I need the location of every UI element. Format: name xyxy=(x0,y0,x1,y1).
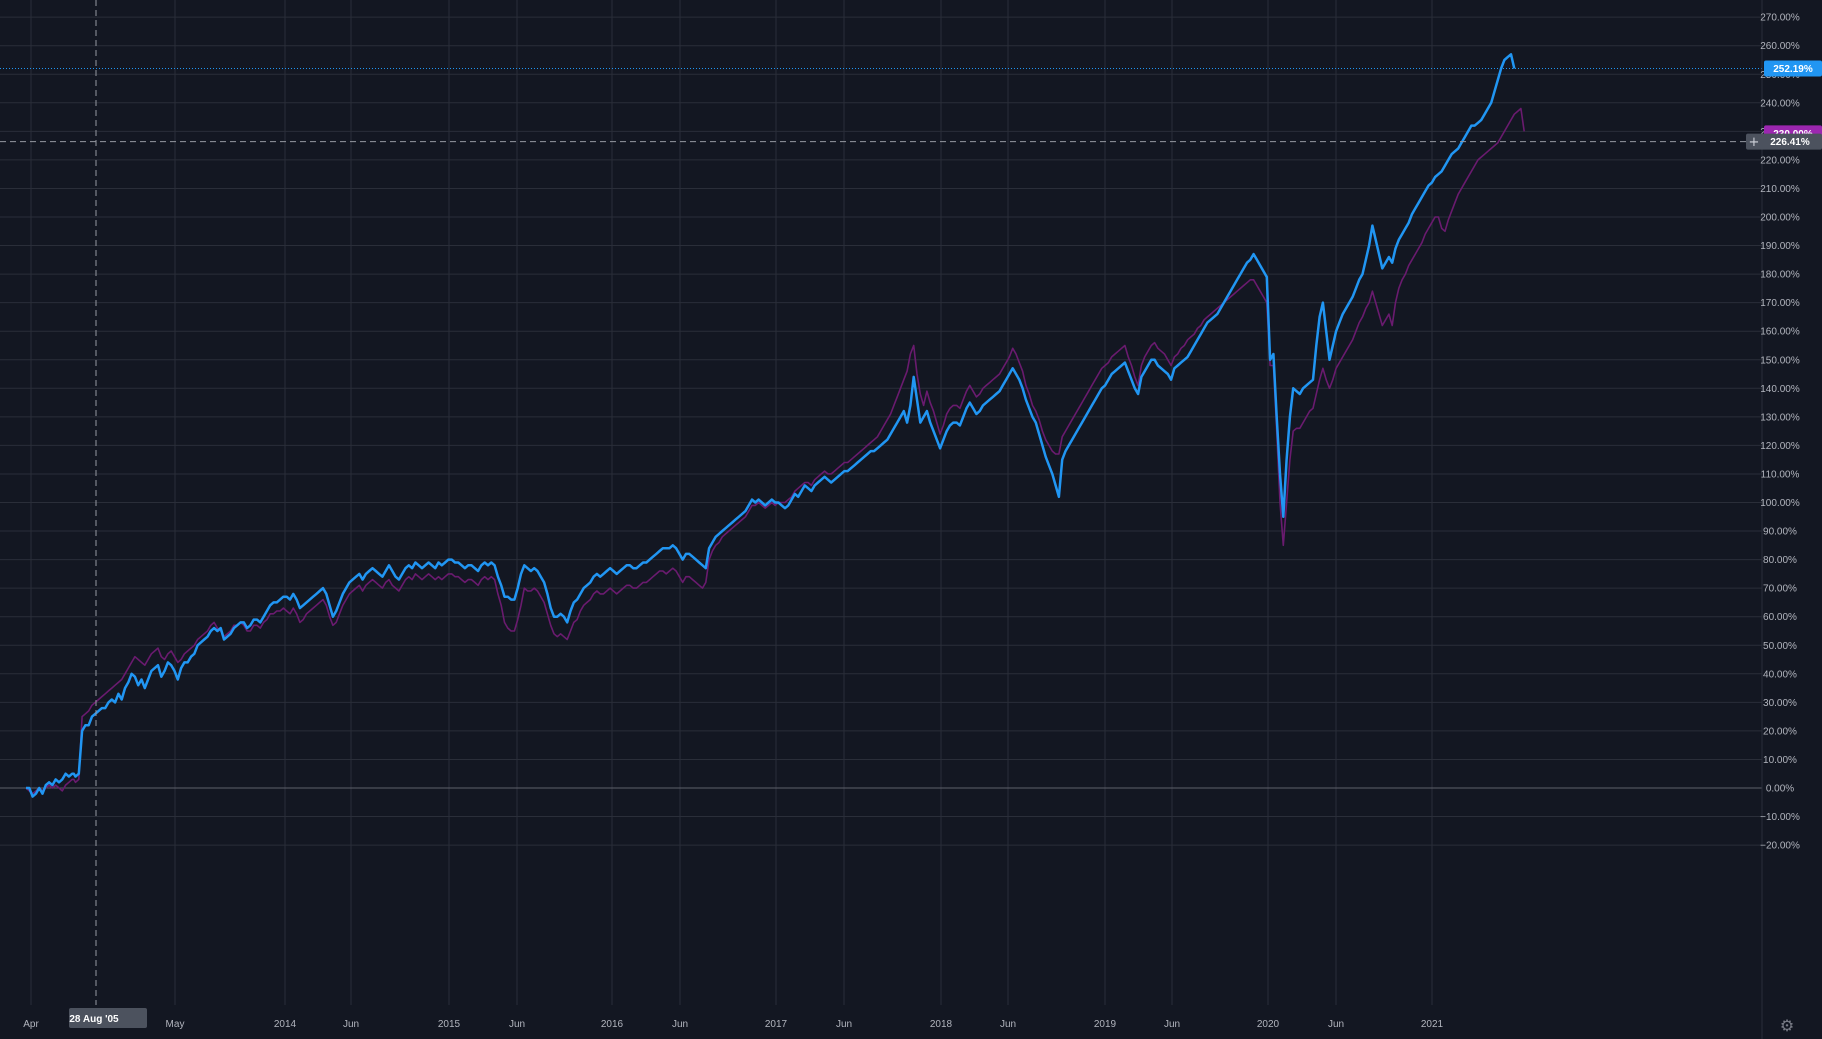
y-tick-label: 30.00% xyxy=(1763,698,1797,709)
y-tick-label: 90.00% xyxy=(1763,527,1797,538)
x-tick-label: Jun xyxy=(672,1019,688,1030)
y-tick-label: 120.00% xyxy=(1760,441,1800,452)
y-tick-label: 40.00% xyxy=(1763,669,1797,680)
y-tick-label: −20.00% xyxy=(1760,841,1800,852)
x-tick-label: 2021 xyxy=(1421,1019,1444,1030)
plus-icon[interactable]: + xyxy=(1749,135,1760,150)
y-tick-label: 210.00% xyxy=(1760,184,1800,195)
y-tick-label: 180.00% xyxy=(1760,270,1800,281)
x-tick-label: 2020 xyxy=(1257,1019,1280,1030)
x-tick-label: Jun xyxy=(509,1019,525,1030)
x-tick-label: 2018 xyxy=(930,1019,953,1030)
y-tick-label: 140.00% xyxy=(1760,384,1800,395)
y-tick-label: −10.00% xyxy=(1760,812,1800,823)
y-tick-label: 240.00% xyxy=(1760,98,1800,109)
y-tick-label: 220.00% xyxy=(1760,155,1800,166)
y-tick-label: 0.00% xyxy=(1766,784,1794,795)
y-tick-label: 110.00% xyxy=(1761,469,1800,480)
crosshair-price-label: 226.41% xyxy=(1770,137,1810,148)
y-tick-label: 70.00% xyxy=(1763,584,1797,595)
x-tick-label: 2019 xyxy=(1094,1019,1117,1030)
x-tick-label: Apr xyxy=(23,1019,39,1030)
x-tick-label: Jun xyxy=(1000,1019,1016,1030)
series-layer xyxy=(25,53,1525,798)
x-tick-label: 2014 xyxy=(274,1019,297,1030)
primary-last-value-label: 252.19% xyxy=(1773,64,1813,75)
crosshair-price-tag: + 226.41% xyxy=(1746,133,1822,150)
crosshair-time-tag: 28 Aug '05 xyxy=(69,1008,147,1028)
crosshair-time-label: 28 Aug '05 xyxy=(69,1014,119,1025)
x-tick-label: 2015 xyxy=(438,1019,461,1030)
time-axis[interactable]: Apr May 2014 Jun 2015 Jun 2016 Jun 2017 Jun 2018 Ju… xyxy=(23,1019,1443,1030)
x-tick-label: Jun xyxy=(1328,1019,1344,1030)
y-tick-label: 60.00% xyxy=(1763,612,1797,623)
x-tick-label: Jun xyxy=(836,1019,852,1030)
gear-icon[interactable]: ⚙ xyxy=(1779,1016,1795,1035)
x-tick-label: 2016 xyxy=(601,1019,624,1030)
y-tick-label: 10.00% xyxy=(1763,755,1797,766)
y-tick-label: 260.00% xyxy=(1760,41,1800,52)
y-tick-label: 130.00% xyxy=(1760,412,1800,423)
y-tick-label: 20.00% xyxy=(1763,726,1797,737)
y-tick-label: 200.00% xyxy=(1760,213,1800,224)
y-tick-label: 190.00% xyxy=(1760,241,1800,252)
y-tick-label: 160.00% xyxy=(1760,327,1800,338)
y-tick-label: 80.00% xyxy=(1763,555,1797,566)
y-tick-label: 50.00% xyxy=(1763,641,1797,652)
y-tick-label: 270.00% xyxy=(1760,13,1800,24)
y-tick-label: 170.00% xyxy=(1760,298,1800,309)
primary-series-line xyxy=(26,53,1516,798)
x-tick-label: Jun xyxy=(1164,1019,1180,1030)
primary-last-value-tag: 252.19% xyxy=(1764,60,1822,77)
y-tick-label: 100.00% xyxy=(1760,498,1800,509)
x-tick-label: 2017 xyxy=(765,1019,788,1030)
horizontal-gridlines xyxy=(0,16,1762,846)
y-tick-label: 150.00% xyxy=(1760,355,1800,366)
x-tick-label: Jun xyxy=(343,1019,359,1030)
x-tick-label: May xyxy=(166,1019,185,1030)
